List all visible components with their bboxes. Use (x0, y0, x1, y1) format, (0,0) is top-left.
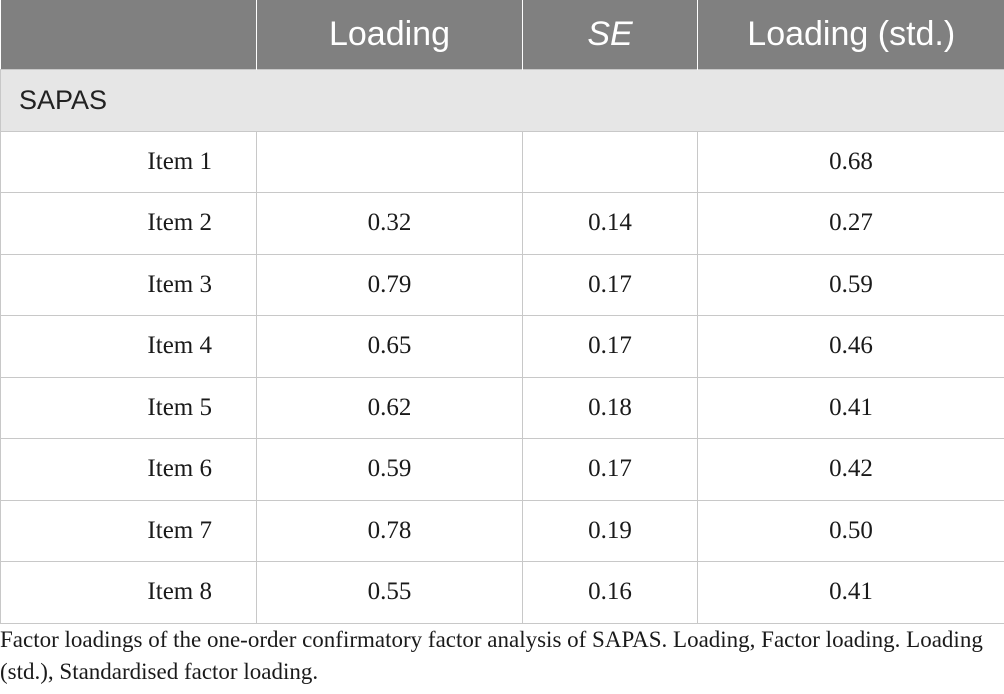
item-label: Item 6 (0, 438, 257, 501)
loading-cell: 0.65 (256, 315, 523, 378)
se-cell: 0.19 (522, 499, 698, 562)
header-se: SE (522, 0, 698, 69)
item-label: Item 1 (0, 130, 257, 193)
loading-std-cell: 0.50 (697, 499, 1004, 562)
loading-cell: 0.32 (256, 192, 523, 255)
loading-cell: 0.55 (256, 561, 523, 624)
se-cell: 0.18 (522, 376, 698, 439)
loading-std-cell: 0.41 (697, 561, 1004, 624)
loading-std-cell: 0.68 (697, 130, 1004, 193)
se-cell: 0.14 (522, 192, 698, 255)
loading-std-cell: 0.59 (697, 253, 1004, 316)
item-label: Item 4 (0, 315, 257, 378)
table-row: Item 2 0.32 0.14 0.27 (0, 192, 1004, 255)
loading-std-cell: 0.27 (697, 192, 1004, 255)
header-loading-std: Loading (std.) (697, 0, 1004, 69)
se-cell: 0.17 (522, 253, 698, 316)
header-row: Loading SE Loading (std.) (0, 0, 1004, 69)
table-row: Item 1 0.68 (0, 130, 1004, 193)
se-cell: 0.17 (522, 438, 698, 501)
table-row: Item 7 0.78 0.19 0.50 (0, 499, 1004, 562)
section-row: SAPAS (0, 68, 1004, 132)
loading-cell: 0.59 (256, 438, 523, 501)
table-row: Item 4 0.65 0.17 0.46 (0, 315, 1004, 378)
loading-cell (256, 130, 523, 193)
table-footnote: Factor loadings of the one-order confirm… (0, 627, 983, 684)
table-row: Item 8 0.55 0.16 0.41 (0, 561, 1004, 624)
item-label: Item 8 (0, 561, 257, 624)
loading-std-cell: 0.46 (697, 315, 1004, 378)
factor-loadings-table: Loading SE Loading (std.) SAPAS Item 1 0… (0, 0, 1004, 624)
item-label: Item 7 (0, 499, 257, 562)
loading-std-cell: 0.41 (697, 376, 1004, 439)
se-cell: 0.16 (522, 561, 698, 624)
header-loading: Loading (256, 0, 523, 69)
se-cell: 0.17 (522, 315, 698, 378)
section-label: SAPAS (0, 68, 1004, 132)
table-row: Item 3 0.79 0.17 0.59 (0, 253, 1004, 316)
table-row: Item 6 0.59 0.17 0.42 (0, 438, 1004, 501)
table-row: Item 5 0.62 0.18 0.41 (0, 376, 1004, 439)
se-cell (522, 130, 698, 193)
loading-std-cell: 0.42 (697, 438, 1004, 501)
loading-cell: 0.78 (256, 499, 523, 562)
header-item (0, 0, 257, 69)
loading-cell: 0.79 (256, 253, 523, 316)
item-label: Item 5 (0, 376, 257, 439)
item-label: Item 2 (0, 192, 257, 255)
item-label: Item 3 (0, 253, 257, 316)
loading-cell: 0.62 (256, 376, 523, 439)
